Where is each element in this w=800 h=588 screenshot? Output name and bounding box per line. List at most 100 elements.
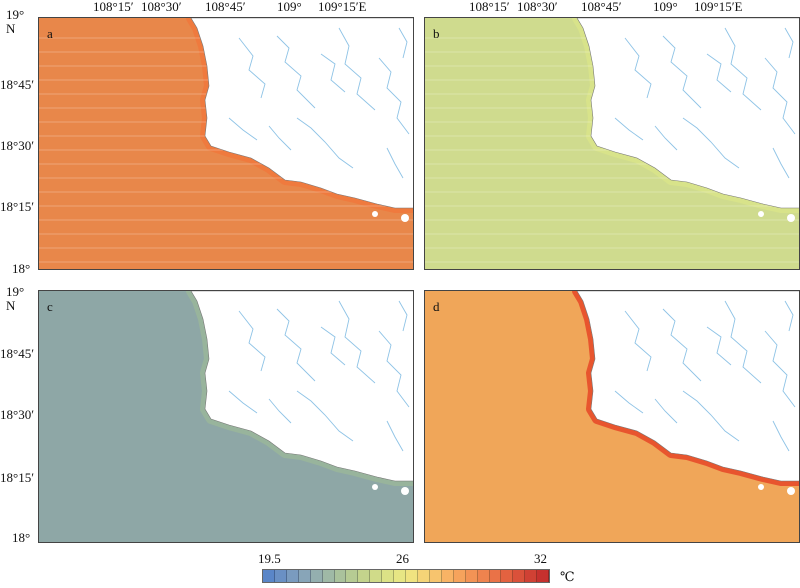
land-mass bbox=[190, 291, 413, 482]
river-line bbox=[724, 27, 762, 111]
river-line bbox=[764, 330, 796, 408]
lat-label: 18°45′ bbox=[0, 346, 35, 361]
island bbox=[372, 211, 378, 217]
lat-label: 18°15′ bbox=[0, 199, 35, 214]
colorbar-swatch bbox=[501, 570, 514, 582]
colorbar-swatch bbox=[322, 570, 335, 582]
river-line bbox=[682, 390, 740, 442]
river-line bbox=[320, 326, 346, 366]
lat-hemisphere-label: N bbox=[6, 21, 16, 36]
river-line bbox=[784, 300, 794, 332]
map-c-svg bbox=[39, 291, 413, 542]
river-line bbox=[268, 125, 292, 151]
colorbar-swatch bbox=[525, 570, 538, 582]
lon-label: 109° bbox=[277, 0, 302, 14]
river-line bbox=[338, 27, 376, 111]
river-line bbox=[320, 53, 346, 93]
lon-label: 109°15′E bbox=[318, 0, 367, 14]
river-line bbox=[378, 330, 410, 408]
river-line bbox=[398, 300, 408, 332]
panel-label: c bbox=[47, 299, 53, 314]
river-line bbox=[296, 390, 354, 442]
lat-label: 18°30′ bbox=[0, 407, 35, 422]
river-line bbox=[338, 300, 376, 384]
colorbar-swatch bbox=[465, 570, 478, 582]
lon-label: 109° bbox=[653, 0, 678, 14]
river-line bbox=[228, 390, 258, 414]
colorbar-unit: ℃ bbox=[560, 569, 575, 584]
colorbar-swatch bbox=[286, 570, 299, 582]
colorbar-swatch bbox=[453, 570, 466, 582]
colorbar-swatch bbox=[489, 570, 502, 582]
river-line bbox=[624, 37, 652, 99]
lat-label: 19° bbox=[6, 284, 25, 299]
colorbar-swatch bbox=[513, 570, 526, 582]
land-mass bbox=[190, 18, 413, 209]
river-line bbox=[624, 310, 652, 372]
colorbar-min-label: 19.5 bbox=[258, 551, 281, 566]
lon-label: 109°15′E bbox=[694, 0, 743, 14]
river-line bbox=[654, 398, 678, 424]
river-line bbox=[238, 310, 266, 372]
colorbar-swatch bbox=[370, 570, 383, 582]
colorbar-swatch bbox=[394, 570, 407, 582]
lat-label: 18° bbox=[12, 261, 31, 276]
colorbar-swatch bbox=[429, 570, 442, 582]
lon-label: 108°15′ bbox=[93, 0, 134, 14]
colorbar-swatch bbox=[298, 570, 311, 582]
colorbar-swatch bbox=[358, 570, 371, 582]
colorbar-swatch bbox=[441, 570, 454, 582]
river-line bbox=[772, 147, 790, 179]
lon-label: 108°30′ bbox=[141, 0, 182, 14]
river-line bbox=[386, 147, 404, 179]
river-line bbox=[296, 117, 354, 169]
island bbox=[401, 214, 409, 222]
river-line bbox=[228, 117, 258, 141]
river-line bbox=[706, 326, 732, 366]
map-d-svg bbox=[425, 291, 799, 542]
river-line bbox=[662, 35, 702, 109]
island bbox=[401, 487, 409, 495]
lon-label: 108°15′ bbox=[469, 0, 510, 14]
lon-label: 108°45′ bbox=[205, 0, 246, 14]
river-line bbox=[764, 57, 796, 135]
river-line bbox=[706, 53, 732, 93]
map-panel-a: a bbox=[38, 17, 414, 270]
colorbar-swatch bbox=[346, 570, 359, 582]
lon-label: 108°45′ bbox=[581, 0, 622, 14]
colorbar-swatch bbox=[537, 570, 550, 582]
island bbox=[787, 214, 795, 222]
lon-label: 108°30′ bbox=[517, 0, 558, 14]
land-mass bbox=[576, 18, 799, 209]
lat-label: 18° bbox=[12, 530, 31, 545]
river-line bbox=[276, 308, 316, 382]
river-line bbox=[238, 37, 266, 99]
colorbar-mid-label: 26 bbox=[396, 551, 409, 566]
map-b-svg bbox=[425, 18, 799, 269]
colorbar-swatch bbox=[310, 570, 323, 582]
colorbar-swatch bbox=[417, 570, 430, 582]
colorbar-swatch bbox=[263, 570, 275, 582]
map-panel-d: d bbox=[424, 290, 800, 543]
river-line bbox=[682, 117, 740, 169]
colorbar bbox=[262, 569, 550, 583]
river-line bbox=[398, 27, 408, 59]
panel-label: b bbox=[433, 26, 440, 41]
lat-label: 18°15′ bbox=[0, 470, 35, 485]
island bbox=[787, 487, 795, 495]
river-line bbox=[614, 117, 644, 141]
river-line bbox=[662, 308, 702, 382]
river-line bbox=[378, 57, 410, 135]
map-a-svg bbox=[39, 18, 413, 269]
river-line bbox=[654, 125, 678, 151]
colorbar-swatch bbox=[274, 570, 287, 582]
colorbar-swatch bbox=[477, 570, 490, 582]
colorbar-swatch bbox=[382, 570, 395, 582]
river-line bbox=[724, 300, 762, 384]
river-line bbox=[268, 398, 292, 424]
river-line bbox=[614, 390, 644, 414]
lat-label: 18°30′ bbox=[0, 138, 35, 153]
lat-label: 18°45′ bbox=[0, 77, 35, 92]
land-mass bbox=[576, 291, 799, 482]
panel-label: a bbox=[47, 26, 53, 41]
